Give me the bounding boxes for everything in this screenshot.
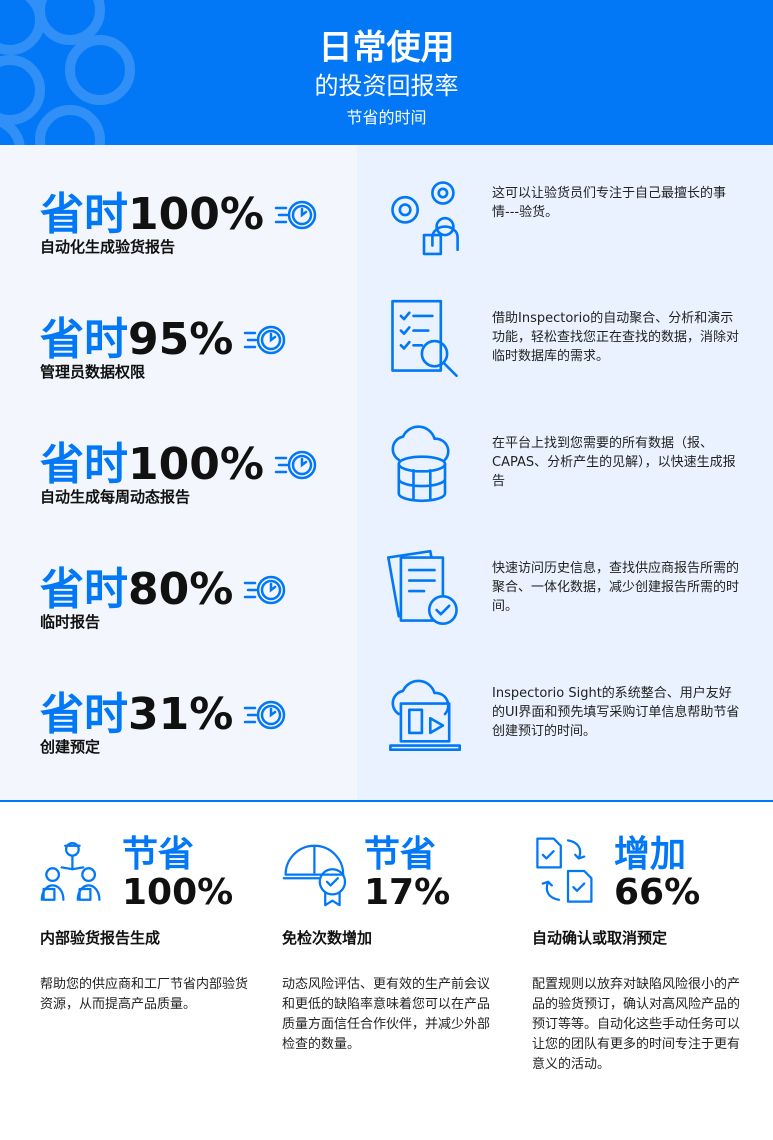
row-description: 在平台上找到您需要的所有数据（报、CAPAS、分析产生的见解），以快速生成报告 (492, 436, 736, 489)
roi-row: 省时 95% 管理员数据权限 借助Inspectorio的自动聚合、分析和演示功能，轻… (0, 299, 773, 425)
stat-value: 31% (128, 689, 234, 740)
section-divider (0, 800, 773, 802)
stat-value: 80% (128, 564, 234, 615)
roi-row: 省时 100% 自动生成每周动态报告 在平台上找到您需要的所有数据（报、CAPAS、分… (0, 425, 773, 550)
helmet-badge-icon (282, 844, 347, 907)
stat-prefix: 省时 (40, 314, 128, 365)
row-illustration (382, 172, 466, 260)
benefit-description: 帮助您的供应商和工厂节省内部验货资源，从而提高产品质量。 (40, 977, 249, 1012)
stat-prefix: 省时 (40, 189, 128, 240)
benefit-title: 免检次数增加 (282, 929, 373, 947)
row-description: Inspectorio Sight的系统整合、用户友好的UI界面和预先填写采购订… (492, 686, 740, 739)
benefit-value: 100% (122, 872, 234, 913)
team-inspectors-icon (40, 841, 101, 901)
benefit-verb: 节省 (364, 834, 437, 875)
row-description: 这可以让验货员们专注于自己最擅长的事情---验货。 (492, 186, 727, 220)
time-saved-stat: 省时 80% (40, 565, 289, 615)
stat-label: 自动化生成验货报告 (40, 238, 176, 256)
benefit-description: 配置规则以放弃对缺陷风险很小的产品的验货预订，确认对高风险产品的预订等等。自动化… (532, 977, 741, 1072)
fast-clock-icon (244, 700, 286, 730)
stat-label: 自动生成每周动态报告 (40, 488, 191, 506)
decorative-rings-icon (0, 0, 135, 145)
stat-prefix: 省时 (40, 439, 128, 490)
inspector-gears-icon (391, 181, 459, 256)
time-saved-stat: 省时 100% (40, 440, 320, 490)
documents-cycle-icon (536, 837, 593, 903)
stat-label: 创建预定 (40, 738, 101, 756)
row-illustration (382, 297, 466, 385)
benefit-illustration (532, 835, 604, 911)
row-illustration (382, 672, 466, 760)
benefit-illustration (282, 835, 354, 911)
benefit-value: 66% (614, 872, 701, 913)
page-title: 日常使用 (318, 28, 455, 68)
fast-clock-icon (274, 200, 317, 230)
roi-row: 省时 31% 创建预定 Inspectorio Sight的系统整合、用户友好的UI界… (0, 679, 773, 800)
document-check-icon (386, 549, 458, 625)
stat-label: 管理员数据权限 (40, 363, 146, 381)
benefit-description: 动态风险评估、更有效的生产前会议和更低的缺陷率意味着您可以在产品质量方面信任合作… (282, 977, 491, 1052)
page-subtitle: 的投资回报率 (314, 72, 459, 100)
roi-row: 省时 80% 临时报告 快速访问历史信息，查找供应商报告所需的聚合、一体化数据，减少创… (0, 549, 773, 675)
benefit-value: 17% (364, 872, 451, 913)
cloud-laptop-icon (389, 679, 462, 752)
benefit-verb: 节省 (122, 834, 195, 875)
time-saved-stat: 省时 100% (40, 190, 320, 240)
stat-value: 100% (128, 189, 264, 240)
checklist-search-icon (391, 299, 458, 378)
fast-clock-icon (244, 325, 286, 355)
stat-value: 100% (128, 439, 264, 490)
stat-value: 95% (128, 314, 234, 365)
row-illustration (382, 547, 466, 635)
row-description: 借助Inspectorio的自动聚合、分析和演示功能，轻松查找您正在查找的数据，… (492, 311, 740, 364)
fast-clock-icon (244, 575, 286, 605)
time-saved-stat: 省时 95% (40, 315, 289, 365)
stat-prefix: 省时 (40, 564, 128, 615)
stat-prefix: 省时 (40, 689, 128, 740)
header-banner: 日常使用 的投资回报率 节省的时间 (0, 0, 773, 145)
page-tagline: 节省的时间 (346, 108, 427, 127)
fast-clock-icon (274, 450, 317, 480)
benefit-title: 自动确认或取消预定 (532, 929, 668, 947)
row-illustration (382, 422, 466, 510)
benefit-verb: 增加 (614, 834, 687, 875)
roi-row: 省时 100% 自动化生成验货报告 这可以让验货员们专注于自己最擅长的事情---验货。 (0, 181, 773, 300)
benefit-illustration (40, 835, 112, 911)
benefit-title: 内部验货报告生成 (40, 929, 161, 947)
time-saved-stat: 省时 31% (40, 690, 289, 740)
stat-label: 临时报告 (40, 613, 101, 631)
cloud-database-icon (391, 425, 450, 503)
row-description: 快速访问历史信息，查找供应商报告所需的聚合、一体化数据，减少创建报告所需的时间。 (492, 561, 740, 614)
